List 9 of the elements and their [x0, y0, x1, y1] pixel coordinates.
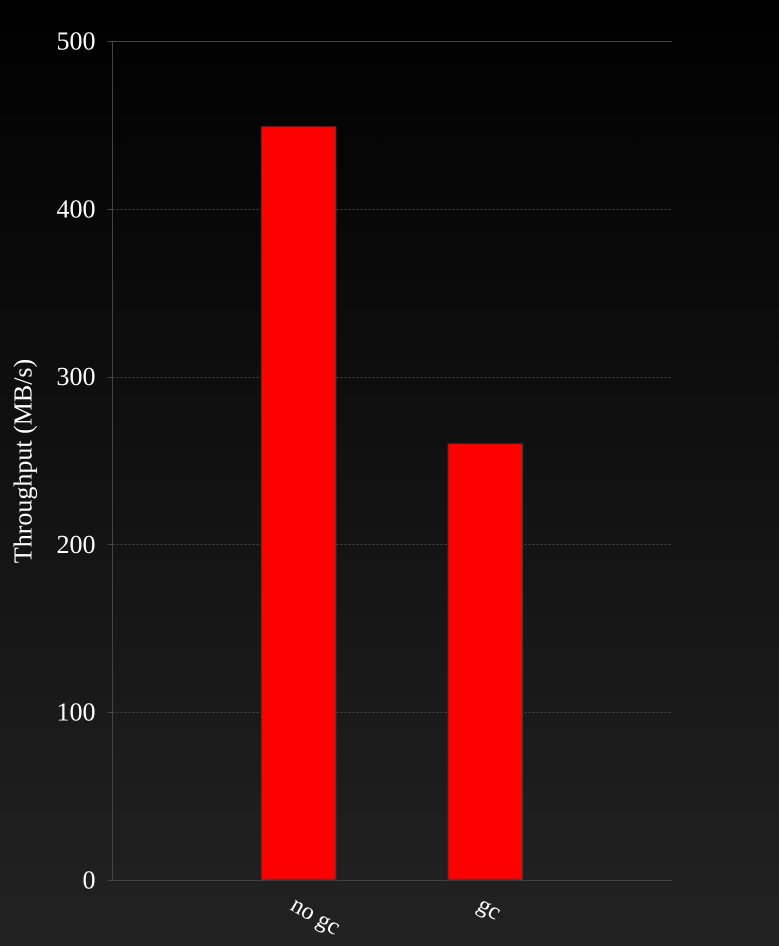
x-tick-label: no gc [286, 892, 345, 940]
y-tick-label: 500 [56, 26, 96, 56]
y-tick-label: 0 [82, 866, 96, 894]
y-tick-label: 200 [56, 530, 96, 559]
y-axis-title: Throughput (MB/s) [8, 358, 38, 564]
x-tick-label: gc [472, 892, 506, 926]
y-tick-label: 300 [56, 362, 96, 392]
y-tick-label: 100 [56, 698, 96, 727]
y-tick-label: 400 [56, 194, 96, 224]
